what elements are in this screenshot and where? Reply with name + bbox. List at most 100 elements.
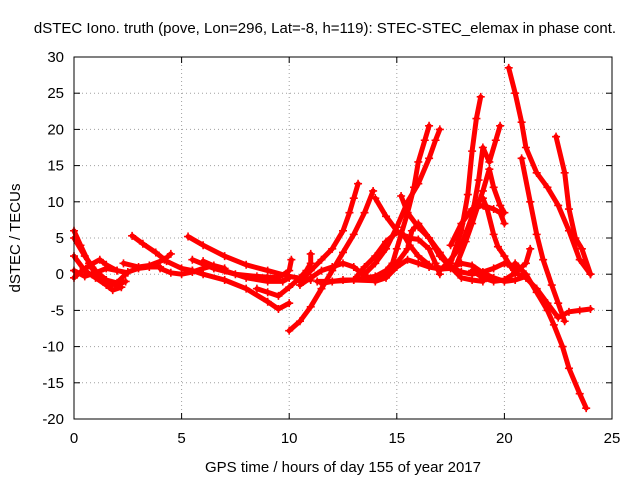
series-29 xyxy=(504,63,595,279)
data-point-marker xyxy=(339,248,347,257)
y-axis-label: dSTEC / TECUs xyxy=(7,184,24,293)
data-point-marker xyxy=(151,248,160,257)
data-point-marker xyxy=(485,157,494,166)
data-point-marker xyxy=(102,281,111,290)
data-point-marker xyxy=(468,266,477,275)
data-point-marker xyxy=(425,260,434,269)
data-point-marker xyxy=(287,255,296,264)
data-point-marker xyxy=(306,266,315,275)
data-point-marker xyxy=(263,266,272,275)
data-point-marker xyxy=(160,255,169,264)
data-point-marker xyxy=(532,230,541,239)
data-point-marker xyxy=(539,255,548,264)
data-point-marker xyxy=(119,259,128,268)
data-point-marker xyxy=(414,179,423,188)
data-point-marker xyxy=(575,255,584,264)
data-point-marker xyxy=(435,248,444,257)
data-point-marker xyxy=(113,278,122,287)
series-23 xyxy=(435,121,505,275)
data-point-marker xyxy=(285,273,294,282)
data-point-marker xyxy=(474,176,483,185)
data-point-marker xyxy=(392,226,401,235)
data-point-marker xyxy=(472,114,481,123)
data-point-marker xyxy=(403,208,412,217)
data-point-marker xyxy=(468,275,477,284)
data-point-marker xyxy=(405,241,414,250)
data-point-marker xyxy=(500,208,509,217)
chart-title: dSTEC Iono. truth (pove, Lon=296, Lat=-8… xyxy=(34,20,616,37)
data-point-marker xyxy=(263,277,272,286)
data-point-marker xyxy=(80,272,89,281)
data-point-marker xyxy=(188,255,197,264)
data-point-marker xyxy=(491,136,500,145)
series-trace xyxy=(506,65,593,277)
data-point-marker xyxy=(220,266,229,275)
data-point-marker xyxy=(478,194,487,203)
data-point-marker xyxy=(489,277,498,286)
data-point-marker xyxy=(313,277,322,286)
data-point-marker xyxy=(156,264,165,273)
series-13 xyxy=(252,249,315,300)
data-point-marker xyxy=(407,226,416,235)
data-point-marker xyxy=(552,132,561,141)
data-point-marker xyxy=(263,288,272,297)
x-tick-label: 20 xyxy=(496,430,513,447)
data-point-marker xyxy=(586,304,595,313)
data-point-marker xyxy=(511,268,520,277)
data-point-marker xyxy=(177,270,186,279)
data-point-marker xyxy=(285,299,294,308)
series-trace xyxy=(372,195,443,277)
data-point-marker xyxy=(117,283,126,292)
data-point-marker xyxy=(564,364,573,373)
data-point-marker xyxy=(564,307,573,316)
data-point-marker xyxy=(496,201,505,210)
data-point-marker xyxy=(575,389,584,398)
data-point-marker xyxy=(166,268,175,277)
grid-lines xyxy=(74,57,612,419)
data-point-marker xyxy=(199,257,208,266)
data-point-marker xyxy=(339,275,347,284)
data-point-marker xyxy=(317,279,326,288)
data-point-marker xyxy=(478,273,487,282)
data-point-marker xyxy=(425,154,434,163)
data-point-marker xyxy=(85,261,94,270)
data-point-marker xyxy=(560,317,569,326)
series-trace xyxy=(297,257,529,288)
data-point-marker xyxy=(354,179,363,188)
data-point-marker xyxy=(317,266,326,275)
data-point-marker xyxy=(560,168,569,177)
data-point-marker xyxy=(369,186,378,195)
y-tick-label: -15 xyxy=(42,375,64,392)
data-point-marker xyxy=(123,268,132,277)
data-point-marker xyxy=(339,226,347,235)
data-point-marker xyxy=(425,244,434,253)
data-point-marker xyxy=(446,241,455,250)
data-point-marker xyxy=(80,252,89,261)
data-point-marker xyxy=(577,244,586,253)
data-point-marker xyxy=(128,231,137,240)
series-trace xyxy=(286,188,376,334)
y-tick-label: 5 xyxy=(56,230,64,247)
data-point-marker xyxy=(420,136,429,145)
data-point-marker xyxy=(134,262,143,271)
x-tick-label: 25 xyxy=(604,430,621,447)
data-point-marker xyxy=(431,136,440,145)
data-point-marker xyxy=(457,219,466,228)
y-tick-label: -10 xyxy=(42,339,64,356)
data-series xyxy=(70,63,595,413)
series-12 xyxy=(199,257,294,286)
data-point-marker xyxy=(349,262,358,271)
data-point-marker xyxy=(504,63,513,72)
data-point-marker xyxy=(285,283,294,292)
data-point-marker xyxy=(382,266,391,275)
data-point-marker xyxy=(403,255,412,264)
plot-frame xyxy=(73,56,613,420)
data-point-marker xyxy=(306,259,315,268)
data-point-marker xyxy=(188,266,197,275)
data-point-marker xyxy=(483,205,492,214)
data-point-marker xyxy=(371,272,380,281)
data-point-marker xyxy=(274,291,283,300)
y-tick-label: -5 xyxy=(51,302,64,319)
data-point-marker xyxy=(517,118,526,127)
